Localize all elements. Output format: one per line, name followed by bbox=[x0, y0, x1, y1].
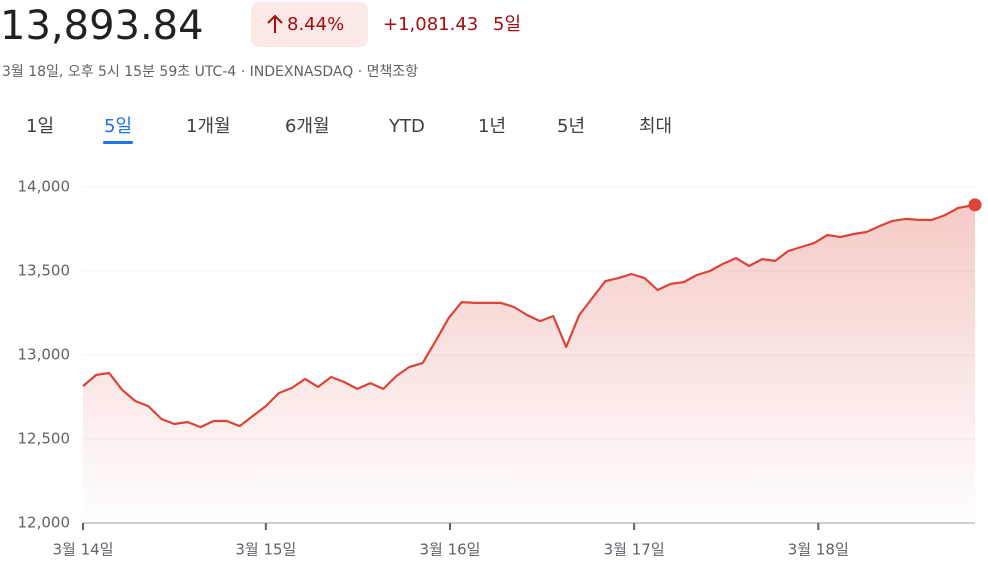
change-chip bbox=[251, 2, 368, 47]
tab[interactable]: 최대 bbox=[639, 116, 672, 137]
y-tick-label: 14,000 bbox=[18, 178, 71, 196]
y-tick-label: 12,000 bbox=[18, 514, 71, 532]
x-tick-label: 3월 14일 bbox=[53, 541, 114, 559]
y-tick-label: 13,500 bbox=[18, 262, 71, 280]
y-tick-label: 13,000 bbox=[18, 346, 71, 364]
change: +1,081.43 bbox=[383, 14, 478, 35]
subtitle: 3월 18일, 오후 5시 15분 59초 UTC-4 · INDEXNASDA… bbox=[2, 64, 418, 80]
up-arrow bbox=[267, 14, 283, 33]
tab-underline bbox=[103, 141, 134, 144]
price-line bbox=[82, 203, 976, 429]
tab[interactable]: 1일 bbox=[26, 116, 54, 137]
tab[interactable]: 1개월 bbox=[186, 116, 231, 137]
x-tick-label: 3월 18일 bbox=[788, 541, 849, 559]
tab[interactable]: 6개월 bbox=[285, 116, 330, 137]
x-tick-label: 3월 15일 bbox=[235, 541, 296, 559]
period: 5일 bbox=[493, 14, 521, 35]
change-percent: 8.44% bbox=[287, 14, 344, 35]
price: 13,893.84 bbox=[0, 3, 204, 49]
last-point bbox=[968, 198, 982, 212]
tab[interactable]: YTD bbox=[388, 116, 425, 137]
y-tick-label: 12,500 bbox=[18, 430, 71, 448]
x-tick-label: 3월 17일 bbox=[604, 541, 665, 559]
area-fill bbox=[83, 204, 975, 524]
tab[interactable]: 1년 bbox=[478, 116, 506, 137]
x-tick-label: 3월 16일 bbox=[419, 541, 480, 559]
tab[interactable]: 5일 bbox=[104, 116, 132, 137]
tab[interactable]: 5년 bbox=[557, 116, 585, 137]
